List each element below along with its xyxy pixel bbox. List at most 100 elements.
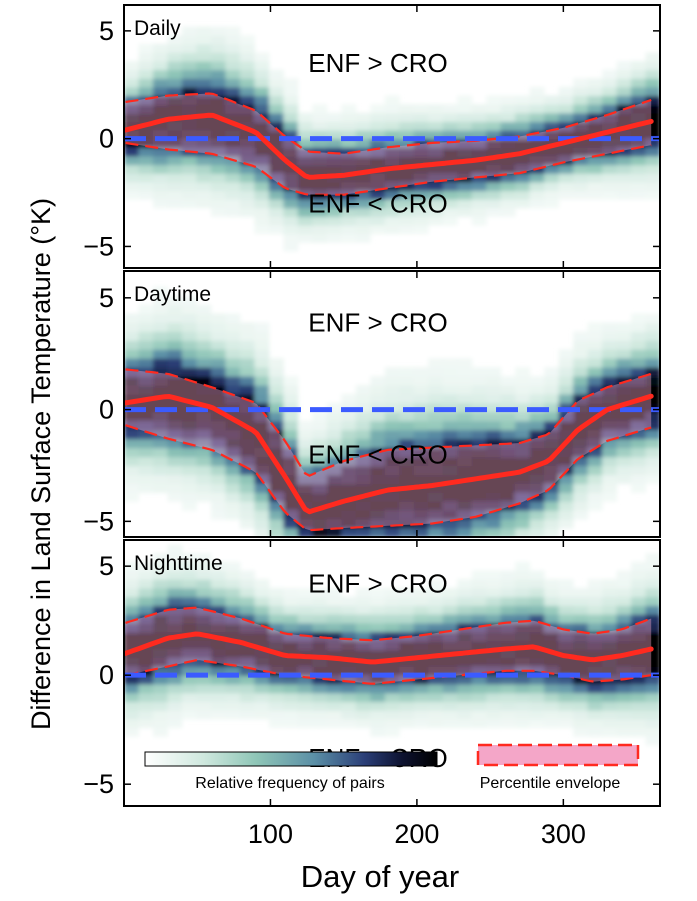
heatmap-cell [210,605,226,615]
heatmap-cell [341,614,357,624]
heatmap-cell [631,622,647,633]
heatmap-cell [355,692,371,702]
heatmap-cell [587,447,603,458]
heatmap-cell [297,207,313,217]
heatmap-cell [210,657,226,667]
heatmap-cell [399,393,415,404]
heatmap-cell [558,164,574,174]
heatmap-cell [167,295,183,306]
heatmap-cell [602,322,618,332]
heatmap-cell [442,614,458,624]
heatmap-cell [471,718,487,729]
heatmap-cell [370,207,386,217]
heatmap-cell [384,147,400,157]
heatmap-cell [370,649,386,659]
heatmap-cell [254,588,270,598]
heatmap-cell [645,147,660,157]
heatmap-cell [558,492,574,502]
heatmap-cell [399,501,415,511]
heatmap-cell [602,112,618,122]
heatmap-cell [471,675,487,685]
heatmap-cell [399,692,415,702]
heatmap-cell [268,528,284,537]
heatmap-cell [268,393,284,404]
panel-plot-area [124,26,660,252]
heatmap-cell [153,420,169,431]
heatmap-cell [167,43,183,53]
heatmap-cell [616,438,632,449]
heatmap-cell [283,596,299,606]
heatmap-cell [486,701,502,711]
heatmap-cell [413,657,429,667]
heatmap-cell [573,95,589,105]
heatmap-cell [413,666,429,676]
heatmap-cell [471,121,487,131]
heatmap-cell [153,614,169,624]
heatmap-cell [297,121,313,131]
heatmap-cell [181,138,197,148]
heatmap-cell [196,304,212,314]
heatmap-cell [181,190,197,200]
heatmap-cell [457,528,473,537]
heatmap-cell [138,376,154,386]
heatmap-cell [341,130,357,140]
heatmap-cell [196,121,212,131]
heatmap-cell [355,147,371,157]
heatmap-cell [181,579,197,589]
heatmap-cell [457,666,473,676]
heatmap-cell [297,483,313,493]
heatmap-cell [616,718,632,729]
heatmap-cell [341,666,357,676]
heatmap-cell [428,429,444,440]
heatmap-cell [283,411,299,422]
heatmap-cell [297,649,313,659]
heatmap-cell [529,622,545,633]
heatmap-cell [486,570,502,580]
heatmap-cell [413,112,429,122]
heatmap-cell [283,640,299,650]
heatmap-cell [210,367,226,377]
heatmap-cell [573,155,589,166]
heatmap-cell [587,138,603,148]
heatmap-cell [341,438,357,449]
heatmap-cell [239,692,255,702]
heatmap-cell [384,376,400,386]
heatmap-cell [573,340,589,350]
heatmap-cell [312,164,328,174]
envelope-lower-line [125,424,652,532]
heatmap-cell [355,614,371,624]
envelope-upper-line [125,92,652,155]
heatmap-cell [573,710,589,720]
heatmap-cell [631,657,647,667]
heatmap-cell [225,207,241,217]
heatmap-cell [544,385,560,395]
heatmap-cell [645,465,660,475]
heatmap-cell [167,78,183,88]
heatmap-cell [254,456,270,466]
heatmap-cell [587,727,603,737]
heatmap-cell [181,155,197,166]
heatmap-cell [616,138,632,148]
heatmap-cell [515,199,531,209]
heatmap-cell [124,181,140,191]
heatmap-cell [181,26,197,36]
heatmap-cell [471,605,487,615]
heatmap-cell [225,605,241,615]
heatmap-cell [602,190,618,200]
heatmap-cell [515,456,531,466]
heatmap-cell [428,121,444,131]
heatmap-cell [500,376,516,386]
heatmap-cell [616,130,632,140]
heatmap-cell [428,438,444,449]
heatmap-cell [326,112,342,122]
heatmap-cell [457,429,473,440]
heatmap-cell [631,340,647,350]
heatmap-cell [602,86,618,97]
heatmap-cell [138,420,154,431]
heatmap-cell [210,579,226,589]
heatmap-cell [645,736,660,746]
heatmap-cell [587,483,603,493]
heatmap-cell [283,474,299,484]
heatmap-cell [602,376,618,386]
heatmap-cell [124,631,140,641]
